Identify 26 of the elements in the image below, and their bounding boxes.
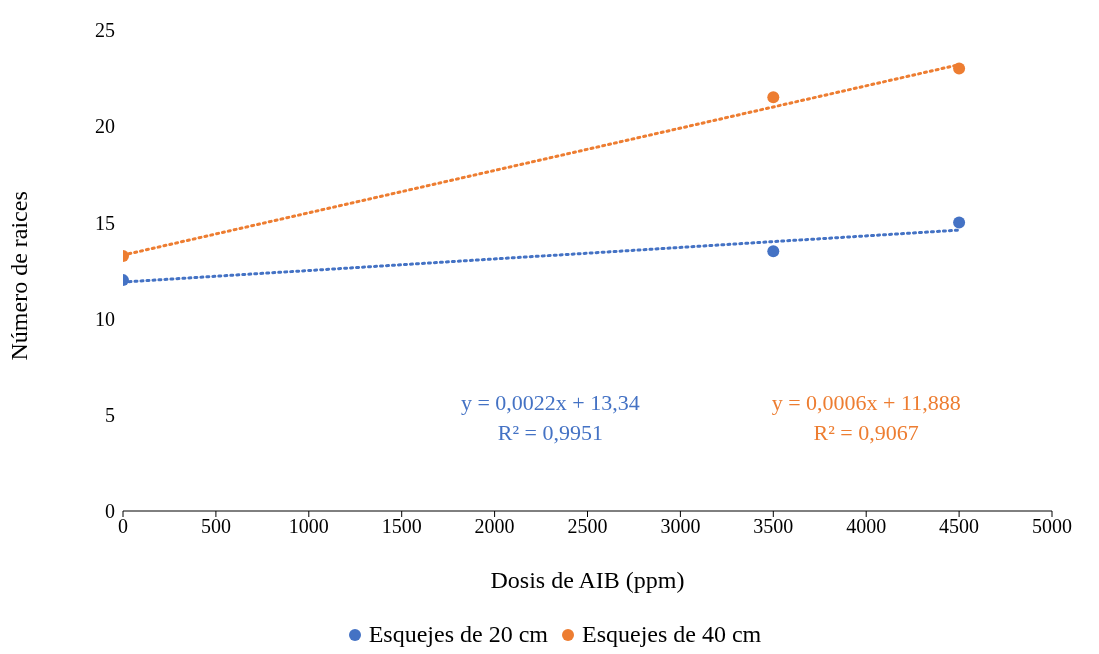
- x-tick-label: 500: [200, 515, 231, 538]
- y-tick-label: 0: [105, 500, 115, 523]
- x-tick-label: 3000: [660, 515, 701, 538]
- point: [767, 245, 780, 258]
- legend-label: Esquejes de 20 cm: [367, 621, 548, 648]
- legend-label: Esquejes de 40 cm: [581, 621, 762, 648]
- y-tick-label: 10: [95, 307, 115, 330]
- x-tick-label: 1000: [288, 515, 329, 538]
- point: [767, 91, 780, 104]
- y-tick-label: 20: [95, 115, 115, 138]
- y-axis-title: Número de raices: [5, 191, 32, 361]
- x-tick-label: 4500: [939, 515, 980, 538]
- y-tick-label: 25: [95, 19, 115, 42]
- x-tick-label: 3500: [753, 515, 794, 538]
- y-tick-label: 15: [95, 211, 115, 234]
- x-tick-label: 2500: [567, 515, 608, 538]
- annotation: y = 0,0006x + 11,888 R² = 0,9067: [770, 389, 962, 447]
- point: [953, 62, 966, 75]
- annotation: y = 0,0022x + 13,34 R² = 0,9951: [459, 389, 641, 447]
- y-tick-label: 5: [105, 403, 115, 426]
- x-tick-label: 1500: [381, 515, 422, 538]
- x-tick-label: 4000: [846, 515, 887, 538]
- point: [953, 216, 966, 229]
- x-tick-label: 2000: [474, 515, 515, 538]
- x-axis-title: Dosis de AIB (ppm): [490, 567, 685, 594]
- x-tick-label: 5000: [1032, 515, 1072, 538]
